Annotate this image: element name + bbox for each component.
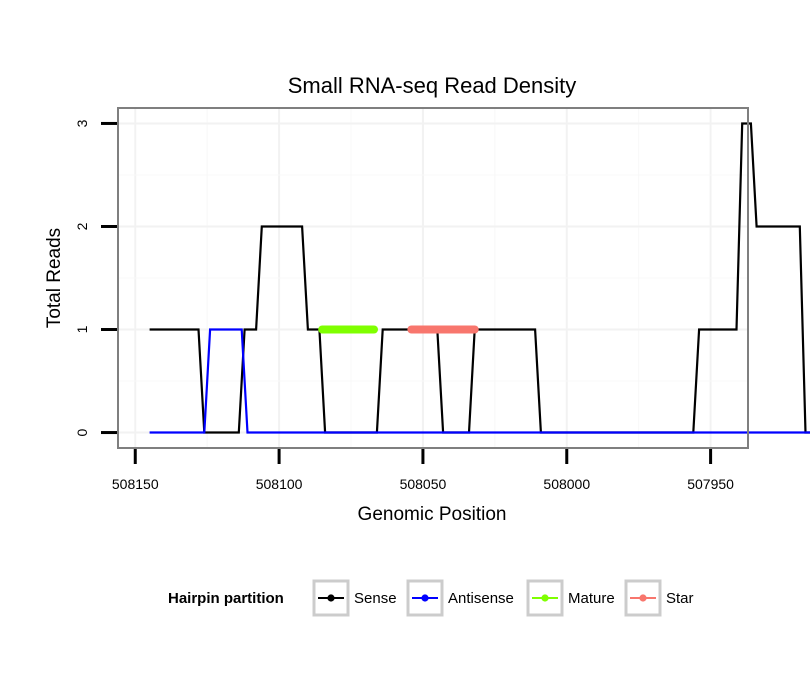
- y-axis-title: Total Reads: [44, 228, 65, 328]
- legend: Hairpin partition Sense Antisense Mature St…: [168, 579, 694, 617]
- x-tick-label: 508050: [400, 476, 447, 492]
- y-tick-label: 1: [74, 325, 90, 333]
- x-axis-title: Genomic Position: [358, 504, 507, 525]
- plot-panel-border: [117, 107, 749, 449]
- x-tick-label: 508100: [256, 476, 303, 492]
- y-axis: 0 1 2 3: [74, 119, 117, 436]
- legend-key-point: [421, 594, 429, 602]
- series-line-antisense: [149, 328, 810, 434]
- plot-grid: [118, 108, 748, 448]
- x-tick-label: 507950: [687, 476, 734, 492]
- plot-series: [149, 122, 810, 434]
- x-axis: 508150 508100 508050 508000 507950: [112, 449, 734, 492]
- legend-key-point: [541, 594, 549, 602]
- legend-title: Hairpin partition: [168, 590, 284, 607]
- legend-key-point: [639, 594, 647, 602]
- legend-label-sense: Sense: [354, 590, 397, 607]
- legend-label-star: Star: [666, 590, 694, 607]
- y-tick-label: 0: [74, 428, 90, 436]
- chart-title: Small RNA-seq Read Density: [288, 73, 577, 98]
- legend-label-mature: Mature: [568, 590, 615, 607]
- y-tick-label: 3: [74, 119, 90, 127]
- x-tick-label: 508150: [112, 476, 159, 492]
- legend-key-point: [327, 594, 335, 602]
- legend-label-antisense: Antisense: [448, 590, 514, 607]
- y-tick-label: 2: [74, 222, 90, 230]
- x-tick-label: 508000: [543, 476, 590, 492]
